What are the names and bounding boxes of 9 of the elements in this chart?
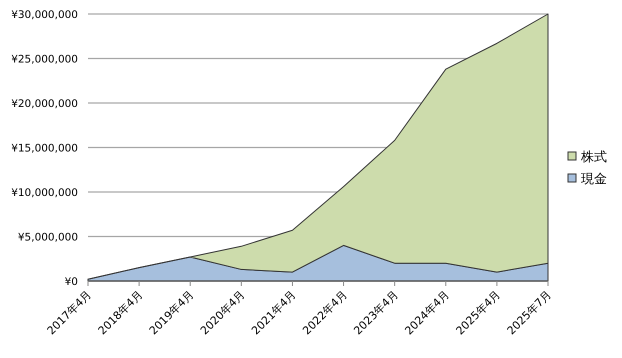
y-tick-label: ¥25,000,000 — [11, 54, 78, 66]
y-tick-label: ¥10,000,000 — [11, 187, 78, 199]
legend-label: 現金 — [581, 172, 607, 187]
y-tick-label: ¥15,000,000 — [11, 142, 78, 154]
y-tick-label: ¥20,000,000 — [11, 98, 78, 110]
y-tick-label: ¥0 — [64, 276, 78, 288]
y-tick-label: ¥30,000,000 — [11, 9, 78, 21]
legend-label: 株式 — [580, 150, 607, 165]
y-tick-label: ¥5,000,000 — [18, 232, 78, 244]
